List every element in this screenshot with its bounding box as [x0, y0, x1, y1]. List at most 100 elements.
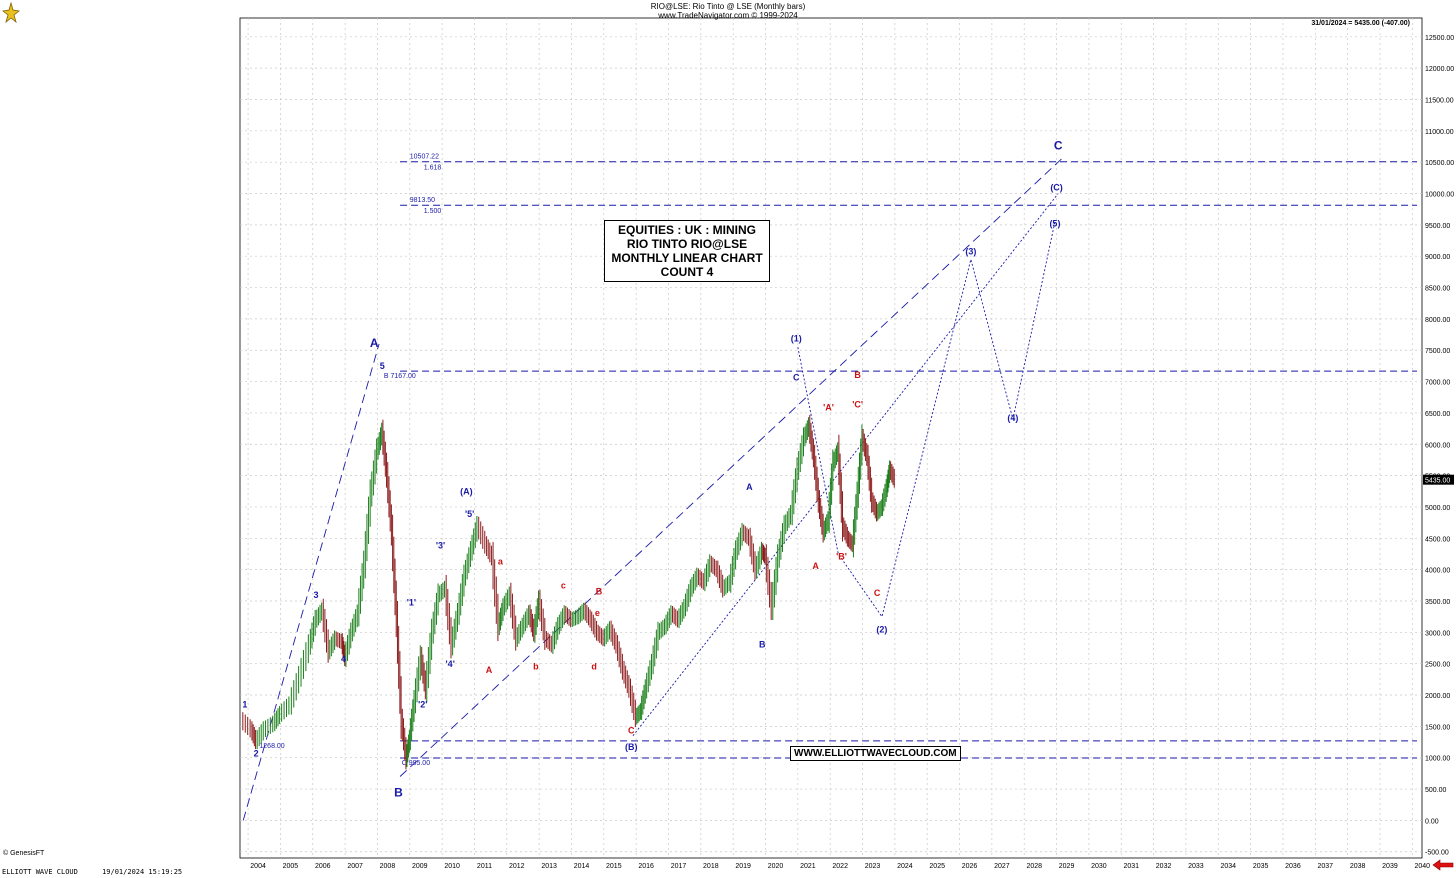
title-line-3: MONTHLY LINEAR CHART	[611, 251, 763, 265]
wave-label-blue: '3'	[436, 540, 445, 550]
footer-date: 19/01/2024 15:19:25	[102, 868, 183, 876]
title-box: EQUITIES : UK : MINING RIO TINTO RIO@LSE…	[604, 220, 770, 282]
wave-label-red: c	[561, 580, 566, 590]
wave-label-blue: C	[793, 372, 800, 382]
y-tick-label: 4500.00	[1425, 536, 1450, 543]
wave-label-blue: (4)	[1007, 413, 1018, 423]
y-tick-label: 1500.00	[1425, 724, 1450, 731]
x-tick-label: 2020	[768, 863, 784, 870]
level-label: B 7167.00	[384, 373, 416, 380]
x-tick-label: 2040	[1415, 863, 1431, 870]
x-tick-label: 2039	[1382, 863, 1398, 870]
x-tick-label: 2021	[800, 863, 816, 870]
y-tick-label: 9500.00	[1425, 223, 1450, 230]
wave-label-red: B	[596, 587, 603, 597]
wave-label-blue: (B)	[625, 742, 638, 752]
x-tick-label: 2022	[832, 863, 848, 870]
wave-label-red: B	[854, 370, 861, 380]
wave-label-blue: '4'	[446, 659, 455, 669]
wave-label-red: C	[628, 725, 635, 735]
y-tick-label: 2000.00	[1425, 693, 1450, 700]
wave-label-blue: C	[1054, 139, 1063, 153]
x-tick-label: 2038	[1350, 863, 1366, 870]
x-tick-label: 2026	[962, 863, 978, 870]
trend-line	[242, 343, 380, 821]
y-tick-label: 5000.00	[1425, 505, 1450, 512]
chart-subtitle: www.TradeNavigator.com © 1999-2024	[658, 11, 798, 20]
wave-label-blue: '5'	[465, 509, 474, 519]
wave-label-blue: (C)	[1050, 182, 1063, 192]
x-tick-label: 2008	[380, 863, 396, 870]
last-price-marker	[1423, 474, 1454, 485]
x-tick-label: 2013	[541, 863, 557, 870]
wave-label-blue: 1	[242, 700, 247, 710]
trend-line	[632, 193, 1059, 737]
wave-label-red: A	[486, 665, 493, 675]
y-tick-label: 3000.00	[1425, 630, 1450, 637]
x-tick-label: 2009	[412, 863, 428, 870]
x-tick-label: 2007	[347, 863, 363, 870]
level-label: 1268.00	[259, 743, 284, 750]
wave-label-blue: (2)	[876, 624, 887, 634]
y-tick-label: 7000.00	[1425, 380, 1450, 387]
wave-label-blue: '1'	[407, 597, 416, 607]
wave-label-blue: 4	[341, 654, 346, 664]
level-ratio-label: 1.618	[424, 165, 442, 172]
y-tick-label: 4000.00	[1425, 568, 1450, 575]
genesis-logo-icon	[2, 1, 20, 24]
chart-title: RIO@LSE: Rio Tinto @ LSE (Monthly bars)	[650, 2, 806, 11]
wave-label-blue: (5)	[1049, 219, 1060, 229]
trend-line	[399, 158, 1062, 777]
x-tick-label: 2014	[574, 863, 590, 870]
scroll-left-arrow-icon[interactable]	[1432, 858, 1454, 871]
wave-label-blue: B	[759, 639, 766, 649]
title-line-2: RIO TINTO RIO@LSE	[626, 237, 748, 251]
wave-label-red: b	[533, 661, 539, 671]
x-tick-label: 2034	[1220, 863, 1236, 870]
y-tick-label: 12500.00	[1425, 35, 1454, 42]
y-tick-label: 3500.00	[1425, 599, 1450, 606]
wave-label-blue: (1)	[791, 333, 802, 343]
website-label: WWW.ELLIOTTWAVECLOUD.COM	[790, 746, 961, 761]
y-tick-label: 1000.00	[1425, 756, 1450, 763]
x-tick-label: 2011	[477, 863, 492, 870]
x-tick-label: 2025	[929, 863, 945, 870]
level-label: 9813.50	[410, 197, 435, 204]
x-tick-label: 2010	[444, 863, 460, 870]
title-line-4: COUNT 4	[660, 265, 714, 279]
y-tick-label: 6500.00	[1425, 411, 1450, 418]
last-price-label: 5435.00	[1425, 478, 1450, 485]
last-price-info: 31/01/2024 = 5435.00 (-407.00)	[1311, 20, 1410, 27]
x-tick-label: 2032	[1156, 863, 1172, 870]
x-tick-label: 2036	[1285, 863, 1301, 870]
y-tick-label: 9000.00	[1425, 254, 1450, 261]
y-tick-label: 8500.00	[1425, 286, 1450, 293]
level-ratio-label: 1.500	[424, 208, 442, 215]
title-line-1: EQUITIES : UK : MINING	[618, 223, 756, 237]
y-tick-label: 2500.00	[1425, 662, 1450, 669]
x-tick-label: 2017	[671, 863, 687, 870]
x-tick-label: 2028	[1026, 863, 1042, 870]
wave-label-red: 'C'	[852, 399, 863, 409]
wave-label-red: a	[498, 557, 504, 567]
wave-label-red: d	[591, 661, 597, 671]
x-tick-label: 2033	[1188, 863, 1204, 870]
x-tick-label: 2019	[735, 863, 751, 870]
x-tick-label: 2006	[315, 863, 331, 870]
y-tick-label: 11500.00	[1425, 97, 1454, 104]
plot-frame	[239, 17, 1423, 859]
wave-label-blue: (3)	[965, 246, 976, 256]
x-tick-label: 2030	[1091, 863, 1107, 870]
x-tick-label: 2031	[1123, 863, 1139, 870]
wave-label-blue: '2'	[418, 700, 427, 710]
wave-label-blue: 5	[380, 361, 385, 371]
y-tick-label: 500.00	[1425, 787, 1447, 794]
wave-label-blue: A	[370, 336, 379, 350]
x-tick-label: 2027	[994, 863, 1010, 870]
x-tick-label: 2029	[1059, 863, 1075, 870]
wave-label-blue: 3	[313, 590, 318, 600]
footer: ELLIOTT WAVE CLOUD 19/01/2024 15:19:25	[2, 868, 202, 876]
x-tick-label: 2037	[1317, 863, 1333, 870]
wave-label-red: 'A'	[823, 402, 834, 412]
